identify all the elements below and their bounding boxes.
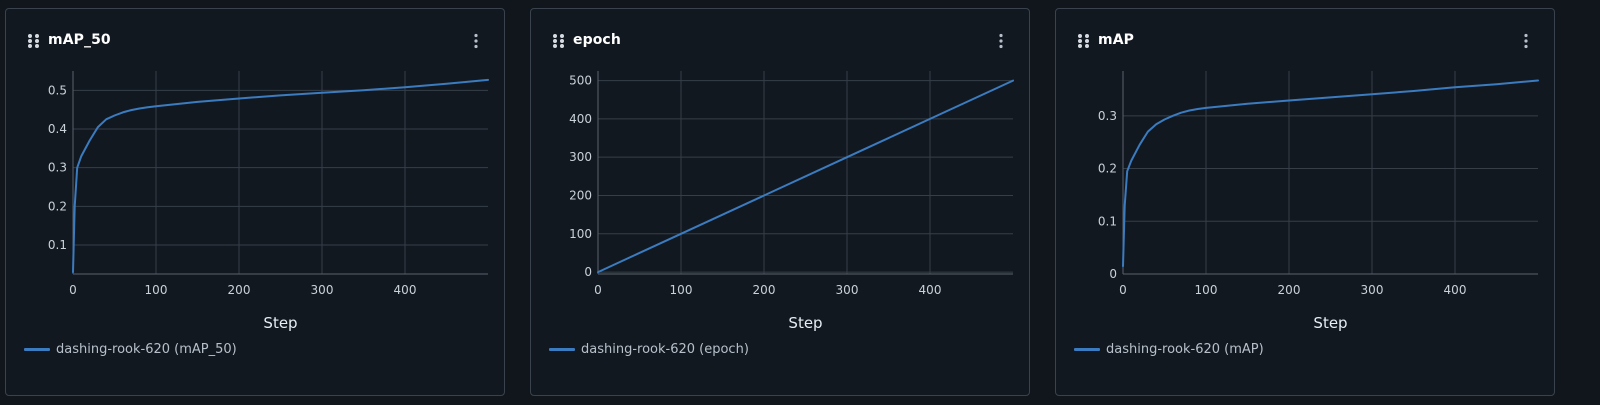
- legend-label: dashing-rook-620 (epoch): [581, 341, 749, 357]
- chart-panel-map: mAP 0 100 200 300 400 0 0.1 0.2 0.3 Step dashing-…: [1055, 8, 1555, 396]
- y-tick-label: 0: [1109, 267, 1117, 281]
- line-chart-map[interactable]: 0 100 200 300 400 0 0.1 0.2 0.3 Step: [1056, 59, 1556, 339]
- x-tick-label: 200: [753, 283, 776, 297]
- panel-header: mAP_50: [26, 32, 484, 57]
- drag-handle-icon[interactable]: [551, 33, 567, 49]
- chart-panel-epoch: epoch 0 100 200 300 400 0 100 200 300 400 500 Step …: [530, 8, 1030, 396]
- legend-swatch: [24, 347, 50, 351]
- line-chart-epoch[interactable]: 0 100 200 300 400 0 100 200 300 400 500 Step: [531, 59, 1031, 339]
- x-tick-label: 400: [919, 283, 942, 297]
- x-tick-label: 300: [836, 283, 859, 297]
- y-tick-label: 0.3: [1098, 109, 1117, 123]
- y-tick-label: 0.1: [1098, 214, 1117, 228]
- panel-header: epoch: [551, 32, 1009, 57]
- drag-handle-icon[interactable]: [26, 33, 42, 49]
- series-line: [597, 79, 1014, 274]
- more-options-icon[interactable]: [993, 33, 1009, 49]
- y-tick-label: 0.5: [48, 83, 67, 97]
- x-tick-label: 0: [594, 283, 602, 297]
- x-tick-label: 200: [1278, 283, 1301, 297]
- x-axis-label: Step: [263, 314, 297, 332]
- x-tick-label: 200: [228, 283, 251, 297]
- y-tick-label: 0.1: [48, 238, 67, 252]
- legend-swatch: [549, 347, 575, 351]
- legend-label: dashing-rook-620 (mAP_50): [56, 341, 237, 357]
- more-options-icon[interactable]: [1518, 33, 1534, 49]
- series-line: [1122, 79, 1539, 268]
- x-tick-label: 100: [145, 283, 168, 297]
- panel-title: mAP: [1098, 32, 1134, 48]
- panel-header: mAP: [1076, 32, 1534, 57]
- legend-swatch: [1074, 347, 1100, 351]
- panel-title: mAP_50: [48, 32, 111, 48]
- panel-title: epoch: [573, 32, 621, 48]
- legend-item[interactable]: dashing-rook-620 (mAP_50): [24, 341, 237, 357]
- y-tick-label: 0.3: [48, 161, 67, 175]
- y-tick-label: 0.2: [1098, 162, 1117, 176]
- x-axis-label: Step: [1313, 314, 1347, 332]
- y-tick-label: 300: [569, 150, 592, 164]
- legend-label: dashing-rook-620 (mAP): [1106, 341, 1264, 357]
- legend-item[interactable]: dashing-rook-620 (epoch): [549, 341, 749, 357]
- x-tick-label: 400: [394, 283, 417, 297]
- x-tick-label: 0: [1119, 283, 1127, 297]
- y-tick-label: 0.4: [48, 122, 67, 136]
- y-tick-label: 100: [569, 227, 592, 241]
- y-tick-label: 0.2: [48, 199, 67, 213]
- x-tick-label: 300: [1361, 283, 1384, 297]
- y-tick-label: 0: [584, 265, 592, 279]
- y-tick-label: 400: [569, 112, 592, 126]
- line-chart-map50[interactable]: 0 100 200 300 400 0.1 0.2 0.3 0.4 0.5 Step: [6, 59, 506, 339]
- series-line: [72, 78, 489, 274]
- x-axis-label: Step: [788, 314, 822, 332]
- x-tick-label: 100: [1195, 283, 1218, 297]
- y-tick-label: 500: [569, 74, 592, 88]
- drag-handle-icon[interactable]: [1076, 33, 1092, 49]
- x-tick-label: 400: [1444, 283, 1467, 297]
- legend-item[interactable]: dashing-rook-620 (mAP): [1074, 341, 1264, 357]
- chart-panel-map50: mAP_50 0 100 200 300 400 0.1 0.2 0.3 0.4 0.5 Step …: [5, 8, 505, 396]
- x-tick-label: 0: [69, 283, 77, 297]
- x-tick-label: 300: [311, 283, 334, 297]
- y-tick-label: 200: [569, 188, 592, 202]
- more-options-icon[interactable]: [468, 33, 484, 49]
- x-tick-label: 100: [670, 283, 693, 297]
